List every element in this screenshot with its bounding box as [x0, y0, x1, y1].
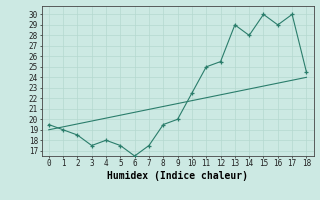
X-axis label: Humidex (Indice chaleur): Humidex (Indice chaleur) [107, 171, 248, 181]
